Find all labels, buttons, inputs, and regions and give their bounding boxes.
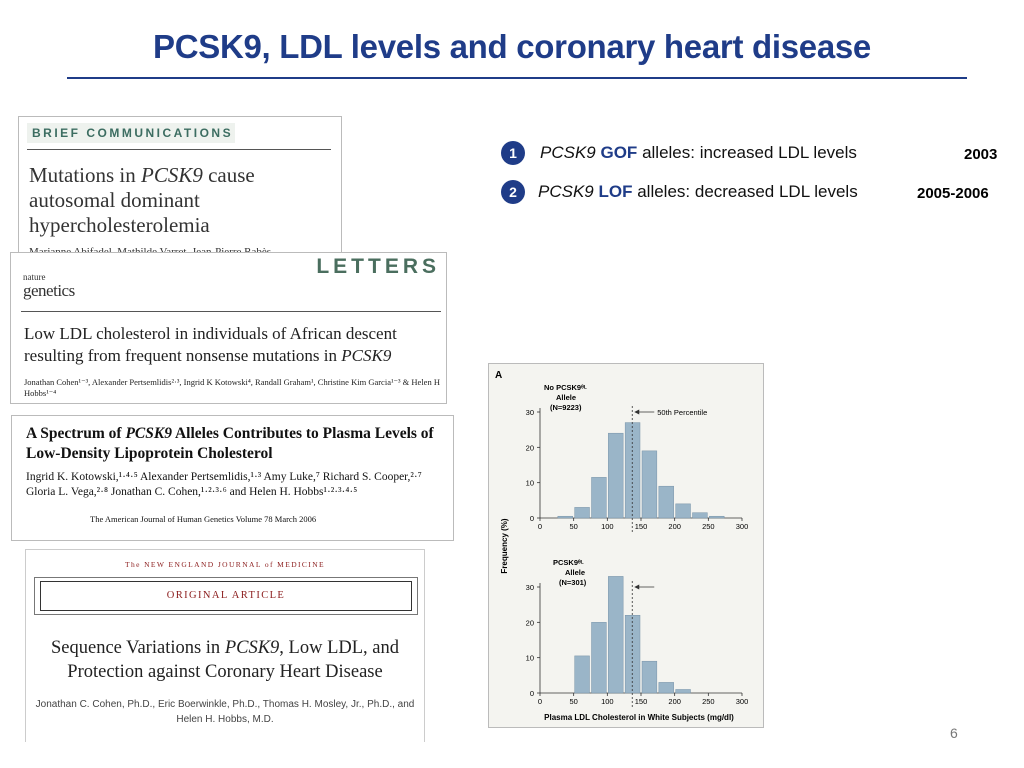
x-tick-label: 200 — [668, 522, 681, 531]
y-tick-label: 0 — [530, 689, 534, 698]
y-tick-label: 30 — [526, 583, 534, 592]
histogram-bar — [591, 477, 607, 519]
paper-card-brief-communication: BRIEF COMMUNICATIONS Mutations in PCSK9 … — [18, 116, 342, 266]
group-label: Allele — [556, 393, 576, 402]
section-label: LETTERS — [316, 255, 440, 278]
section-label: ORIGINAL ARTICLE — [40, 581, 412, 611]
x-tick-label: 0 — [538, 522, 542, 531]
finding-keyword: GOF — [600, 143, 638, 162]
x-tick-label: 100 — [601, 697, 614, 706]
histogram-bar — [658, 682, 674, 694]
paper-authors: Jonathan Cohen¹⁻³, Alexander Pertsemlidi… — [24, 377, 440, 398]
paper-authors: Ingrid K. Kotowski,¹·⁴·⁵ Alexander Perts… — [26, 471, 422, 498]
x-tick-label: 300 — [736, 697, 749, 706]
paper-title-part: Low LDL cholesterol in individuals of Af… — [24, 324, 397, 365]
paper-title-part: Mutations in — [29, 163, 142, 187]
percentile-label: 50th Percentile — [657, 408, 707, 417]
finding-year: 2003 — [964, 146, 998, 163]
histogram-bar — [692, 512, 708, 519]
x-tick-label: 300 — [736, 522, 749, 531]
histogram-bar — [608, 576, 624, 694]
paper-authors: Jonathan C. Cohen, Ph.D., Eric Boerwinkl… — [35, 699, 415, 725]
gene-name: PCSK9 — [540, 143, 596, 162]
finding-text: alleles: increased LDL levels — [642, 143, 857, 162]
x-tick-label: 100 — [601, 522, 614, 531]
histogram-figure: A 0 10 20 30 0 50 100 150 200 250 300 No PCSK9ᶿᴸ Alle… — [488, 363, 764, 728]
paper-card-nature-genetics: nature genetics LETTERS Low LDL choleste… — [10, 252, 447, 404]
x-tick-label: 250 — [702, 697, 715, 706]
y-axis-title: Frequency (%) — [500, 518, 509, 573]
paper-title-gene: PCSK9 — [224, 638, 280, 658]
histogram-bar — [675, 503, 691, 519]
median-arrowhead — [634, 584, 640, 590]
number-badge: 1 — [501, 141, 525, 165]
histogram-bar — [574, 507, 590, 519]
page-number: 6 — [950, 725, 958, 741]
journal-citation: The American Journal of Human Genetics V… — [90, 514, 317, 524]
paper-title: Mutations in PCSK9 cause autosomal domin… — [29, 163, 329, 238]
y-tick-label: 0 — [530, 514, 534, 523]
divider — [27, 149, 331, 150]
divider — [21, 311, 441, 312]
histogram-bar — [675, 689, 691, 694]
x-tick-label: 50 — [569, 522, 577, 531]
paper-title: Low LDL cholesterol in individuals of Af… — [24, 323, 444, 367]
paper-title-part: cause autosomal dominant hypercholestero… — [29, 163, 255, 237]
panel-label: A — [495, 370, 502, 381]
paper-title-part: Alleles Contributes to Plasma Levels of … — [26, 425, 434, 462]
section-frame — [34, 577, 418, 615]
paper-card-ajhg: A Spectrum of PCSK9 Alleles Contributes … — [11, 415, 454, 541]
page-title: PCSK9, LDL levels and coronary heart dis… — [153, 28, 871, 65]
histogram-bar — [557, 515, 573, 519]
finding-item: PCSK9 LOF alleles: decreased LDL levels — [538, 182, 858, 202]
histogram-bar — [641, 450, 658, 519]
x-tick-label: 0 — [538, 697, 542, 706]
paper-title-gene: PCSK9 — [141, 163, 203, 187]
group-label: No PCSK9ᶿᴸ — [544, 383, 587, 392]
x-tick-label: 250 — [702, 522, 715, 531]
gene-name: PCSK9 — [538, 182, 594, 201]
journal-logo-bottom: genetics — [23, 281, 75, 300]
finding-keyword: LOF — [598, 182, 633, 201]
y-tick-label: 20 — [526, 443, 534, 452]
paper-title-part: Sequence Variations in — [50, 638, 225, 658]
paper-title: Sequence Variations in PCSK9, Low LDL, a… — [26, 636, 424, 684]
paper-title-gene: PCSK9 — [125, 425, 172, 442]
paper-title: A Spectrum of PCSK9 Alleles Contributes … — [26, 424, 446, 464]
journal-name: The NEW ENGLAND JOURNAL of MEDICINE — [124, 560, 326, 569]
paper-title-gene: PCSK9 — [341, 346, 392, 365]
group-label: PCSK9ᶿᴸ — [553, 558, 584, 567]
finding-year: 2005-2006 — [917, 185, 989, 202]
number-badge: 2 — [501, 180, 525, 204]
group-label: (N=301) — [559, 578, 587, 587]
paper-title-part: A Spectrum of — [26, 425, 126, 442]
y-tick-label: 30 — [526, 408, 534, 417]
group-label: Allele — [565, 568, 585, 577]
percentile-arrowhead — [634, 409, 640, 415]
histogram-bar — [709, 515, 725, 519]
paper-title-part: , Low LDL, and Protection against Corona… — [67, 638, 400, 682]
journal-logo-top: nature — [23, 272, 46, 282]
x-tick-label: 150 — [635, 697, 648, 706]
histogram-bar — [608, 432, 624, 519]
paper-card-nejm: The NEW ENGLAND JOURNAL of MEDICINE ORIG… — [25, 549, 425, 742]
y-tick-label: 10 — [526, 654, 534, 663]
histogram-bar — [591, 622, 607, 694]
group-label: (N=9223) — [550, 403, 582, 412]
y-tick-label: 10 — [526, 479, 534, 488]
histogram-bar — [641, 660, 658, 694]
finding-text: alleles: decreased LDL levels — [637, 182, 858, 201]
histogram-bar — [574, 655, 590, 694]
title-underline — [67, 77, 967, 79]
x-axis-title: Plasma LDL Cholesterol in White Subjects… — [544, 713, 734, 722]
y-tick-label: 20 — [526, 618, 534, 627]
histogram-bar — [658, 485, 674, 519]
section-tag: BRIEF COMMUNICATIONS — [27, 123, 235, 143]
x-tick-label: 150 — [635, 522, 648, 531]
finding-item: PCSK9 GOF alleles: increased LDL levels — [540, 143, 857, 163]
x-tick-label: 50 — [569, 697, 577, 706]
x-tick-label: 200 — [668, 697, 681, 706]
